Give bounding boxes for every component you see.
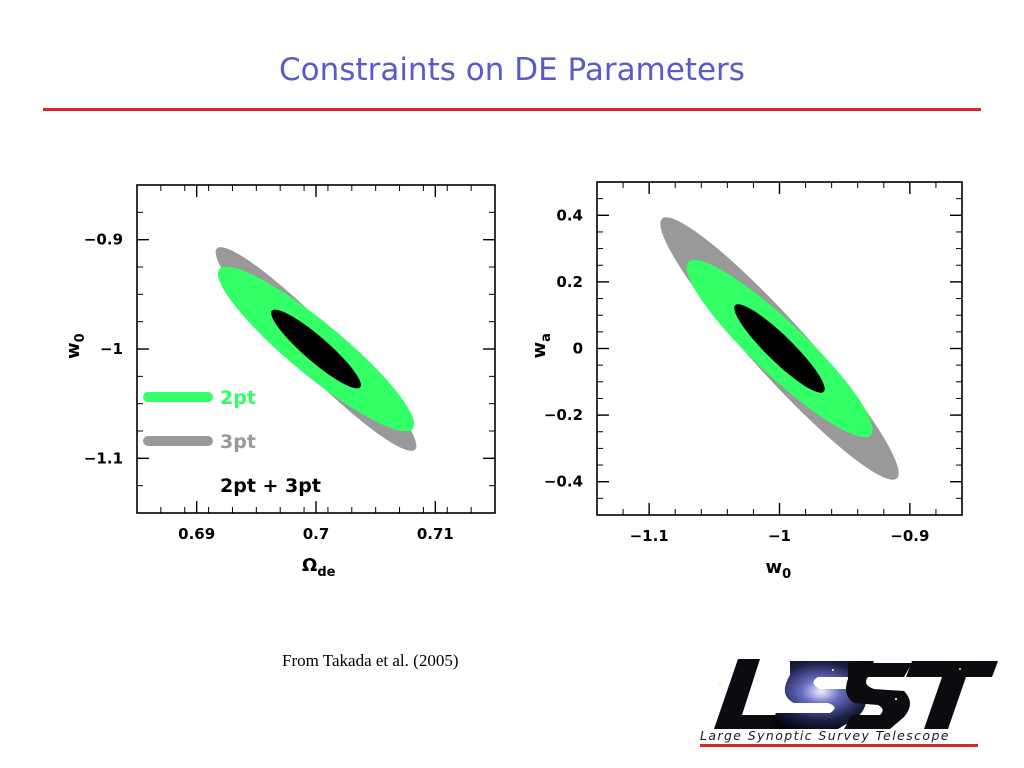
y-tick-label: 0.4 [556,206,583,224]
y-tick-label: −0.4 [544,473,583,491]
fiducial-marker [309,342,323,356]
x-tick-label: 0.71 [417,525,454,543]
y-axis-label: w0 [63,333,88,359]
y-tick-label: −0.9 [84,231,123,249]
logo-divider [700,744,978,747]
slide-title: Constraints on DE Parameters [279,52,745,88]
y-tick-label: −1.1 [84,449,123,467]
y-tick-label: −0.2 [544,406,583,424]
citation-text: From Takada et al. (2005) [282,651,459,670]
legend-label: 2pt + 3pt [220,475,321,497]
x-axis-label: Ωde [302,555,336,580]
legend-label: 3pt [220,431,256,453]
title-divider [43,108,981,111]
x-tick-label: −1 [768,527,791,545]
fiducial-marker [772,341,787,356]
x-tick-label: −1.1 [630,527,669,545]
logo-caption: Large Synoptic Survey Telescope [700,728,950,743]
y-tick-label: 0 [573,340,583,358]
y-tick-label: 0.2 [556,273,583,291]
x-tick-label: 0.7 [303,525,330,543]
y-tick-label: −1 [100,340,123,358]
y-axis-label: wa [529,333,554,358]
x-tick-label: 0.69 [178,525,215,543]
lsst-logo-icon [714,659,998,729]
lsst-wordmark [714,659,998,729]
x-axis-label: w0 [766,557,792,582]
legend-label: 2pt [220,387,256,409]
x-tick-label: −0.9 [890,527,929,545]
